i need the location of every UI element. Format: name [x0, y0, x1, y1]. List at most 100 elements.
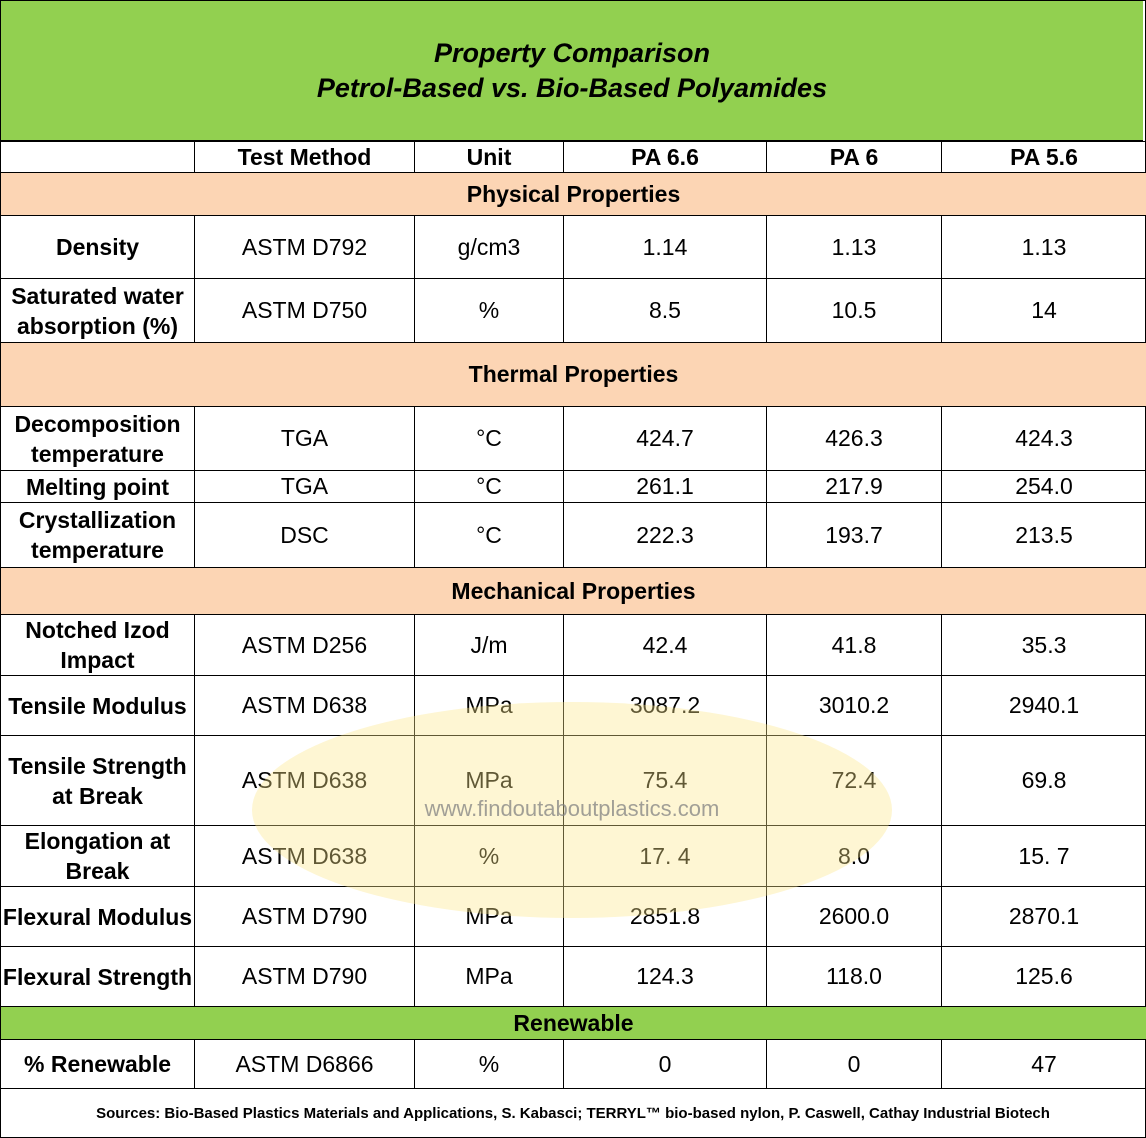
header-test-method: Test Method [194, 141, 415, 173]
property-label: Flexural Strength [0, 946, 195, 1007]
table-row: Elongation at Break ASTM D638 % 17. 4 8.… [0, 825, 1146, 887]
unit-cell: MPa [414, 946, 564, 1007]
pa6-value: 72.4 [766, 735, 942, 826]
pa56-value: 125.6 [941, 946, 1146, 1007]
pa6-value: 193.7 [766, 502, 942, 568]
section-row: Physical Properties [0, 172, 1146, 216]
unit-cell: MPa [414, 675, 564, 736]
section-physical: Physical Properties [0, 172, 1146, 216]
test-method-cell: TGA [194, 406, 415, 471]
pa66-value: 424.7 [563, 406, 767, 471]
header-row: Test Method Unit PA 6.6 PA 6 PA 5.6 [0, 141, 1146, 173]
pa56-value: 14 [941, 278, 1146, 343]
table-row: Decomposition temperature TGA °C 424.7 4… [0, 406, 1146, 471]
pa66-value: 1.14 [563, 215, 767, 279]
header-cell-blank [0, 141, 195, 173]
header-pa6: PA 6 [766, 141, 942, 173]
section-row: Renewable [0, 1006, 1146, 1040]
test-method-cell: ASTM D638 [194, 825, 415, 887]
table-title: Property Comparison Petrol-Based vs. Bio… [1, 1, 1143, 141]
property-label: Tensile Strength at Break [0, 735, 195, 826]
unit-cell: g/cm3 [414, 215, 564, 279]
pa66-value: 124.3 [563, 946, 767, 1007]
test-method-cell: ASTM D6866 [194, 1039, 415, 1089]
pa56-value: 254.0 [941, 470, 1146, 503]
unit-cell: °C [414, 502, 564, 568]
property-label: Notched Izod Impact [0, 614, 195, 676]
comparison-table: Test Method Unit PA 6.6 PA 6 PA 5.6 Phys… [0, 141, 1146, 1089]
property-label: Saturated water absorption (%) [0, 278, 195, 343]
pa66-value: 3087.2 [563, 675, 767, 736]
property-label: Flexural Modulus [0, 886, 195, 947]
table-row: % Renewable ASTM D6866 % 0 0 47 [0, 1039, 1146, 1089]
test-method-cell: DSC [194, 502, 415, 568]
pa56-value: 69.8 [941, 735, 1146, 826]
header-pa56: PA 5.6 [941, 141, 1146, 173]
pa6-value: 426.3 [766, 406, 942, 471]
table-row: Notched Izod Impact ASTM D256 J/m 42.4 4… [0, 614, 1146, 676]
pa56-value: 213.5 [941, 502, 1146, 568]
pa66-value: 75.4 [563, 735, 767, 826]
property-label: Crystallization temperature [0, 502, 195, 568]
pa56-value: 2870.1 [941, 886, 1146, 947]
unit-cell: % [414, 278, 564, 343]
pa66-value: 17. 4 [563, 825, 767, 887]
pa56-value: 2940.1 [941, 675, 1146, 736]
pa56-value: 424.3 [941, 406, 1146, 471]
section-mechanical: Mechanical Properties [0, 567, 1146, 615]
property-label: Decomposition temperature [0, 406, 195, 471]
pa6-value: 1.13 [766, 215, 942, 279]
pa6-value: 118.0 [766, 946, 942, 1007]
pa56-value: 15. 7 [941, 825, 1146, 887]
table-row: Crystallization temperature DSC °C 222.3… [0, 502, 1146, 568]
pa6-value: 41.8 [766, 614, 942, 676]
test-method-cell: ASTM D790 [194, 946, 415, 1007]
table-row: Density ASTM D792 g/cm3 1.14 1.13 1.13 [0, 215, 1146, 279]
header-pa66: PA 6.6 [563, 141, 767, 173]
property-label: Density [0, 215, 195, 279]
table-row: Flexural Modulus ASTM D790 MPa 2851.8 26… [0, 886, 1146, 947]
pa56-value: 35.3 [941, 614, 1146, 676]
pa56-value: 1.13 [941, 215, 1146, 279]
test-method-cell: TGA [194, 470, 415, 503]
unit-cell: MPa [414, 886, 564, 947]
section-thermal: Thermal Properties [0, 342, 1146, 407]
section-row: Thermal Properties [0, 342, 1146, 407]
pa66-value: 2851.8 [563, 886, 767, 947]
pa6-value: 10.5 [766, 278, 942, 343]
table-row: Flexural Strength ASTM D790 MPa 124.3 11… [0, 946, 1146, 1007]
pa66-value: 8.5 [563, 278, 767, 343]
table-row: Melting point TGA °C 261.1 217.9 254.0 [0, 470, 1146, 503]
table-row: Tensile Strength at Break ASTM D638 MPa … [0, 735, 1146, 826]
pa66-value: 0 [563, 1039, 767, 1089]
unit-cell: J/m [414, 614, 564, 676]
unit-cell: MPa [414, 735, 564, 826]
test-method-cell: ASTM D792 [194, 215, 415, 279]
header-unit: Unit [414, 141, 564, 173]
unit-cell: % [414, 1039, 564, 1089]
section-row: Mechanical Properties [0, 567, 1146, 615]
test-method-cell: ASTM D638 [194, 675, 415, 736]
test-method-cell: ASTM D256 [194, 614, 415, 676]
title-line-1: Property Comparison [433, 37, 711, 68]
property-label: % Renewable [0, 1039, 195, 1089]
sources-footnote: Sources: Bio-Based Plastics Materials an… [96, 1105, 1050, 1122]
table-row: Tensile Modulus ASTM D638 MPa 3087.2 301… [0, 675, 1146, 736]
section-renewable: Renewable [0, 1006, 1146, 1040]
pa6-value: 8.0 [766, 825, 942, 887]
unit-cell: °C [414, 406, 564, 471]
pa66-value: 261.1 [563, 470, 767, 503]
pa6-value: 2600.0 [766, 886, 942, 947]
pa56-value: 47 [941, 1039, 1146, 1089]
property-label: Melting point [0, 470, 195, 503]
table-row: Saturated water absorption (%) ASTM D750… [0, 278, 1146, 343]
unit-cell: °C [414, 470, 564, 503]
test-method-cell: ASTM D638 [194, 735, 415, 826]
unit-cell: % [414, 825, 564, 887]
test-method-cell: ASTM D750 [194, 278, 415, 343]
pa6-value: 3010.2 [766, 675, 942, 736]
test-method-cell: ASTM D790 [194, 886, 415, 947]
pa6-value: 0 [766, 1039, 942, 1089]
property-label: Tensile Modulus [0, 675, 195, 736]
title-line-2: Petrol-Based vs. Bio-Based Polyamides [316, 72, 828, 103]
